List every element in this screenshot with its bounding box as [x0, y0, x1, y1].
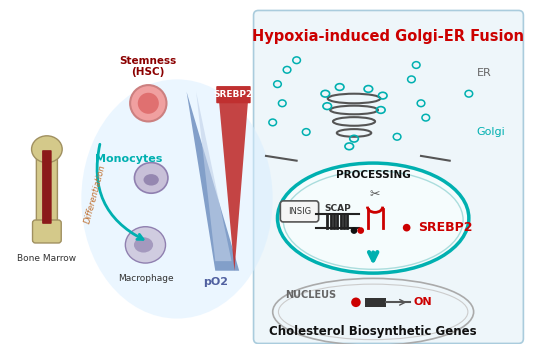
- Text: Differentiation: Differentiation: [84, 164, 108, 225]
- Ellipse shape: [134, 163, 168, 193]
- Text: ✂: ✂: [370, 188, 381, 201]
- Text: SREBP2: SREBP2: [418, 221, 472, 234]
- Text: Macrophage: Macrophage: [118, 274, 173, 283]
- Ellipse shape: [351, 227, 358, 234]
- Ellipse shape: [351, 297, 361, 307]
- Ellipse shape: [134, 237, 153, 252]
- Text: ER: ER: [476, 68, 491, 78]
- Text: Monocytes: Monocytes: [96, 153, 163, 164]
- Ellipse shape: [130, 85, 167, 121]
- Ellipse shape: [125, 227, 166, 263]
- FancyBboxPatch shape: [280, 201, 318, 222]
- Ellipse shape: [278, 163, 469, 273]
- FancyBboxPatch shape: [42, 150, 52, 224]
- Text: SCAP: SCAP: [324, 204, 351, 213]
- Text: SREBP2: SREBP2: [214, 90, 253, 99]
- FancyBboxPatch shape: [254, 11, 524, 344]
- Ellipse shape: [403, 224, 410, 232]
- Text: Cholesterol Biosynthetic Genes: Cholesterol Biosynthetic Genes: [270, 325, 477, 338]
- Polygon shape: [196, 92, 232, 261]
- Text: INSIG: INSIG: [288, 207, 311, 216]
- Text: Hypoxia-induced Golgi-ER Fusion: Hypoxia-induced Golgi-ER Fusion: [252, 29, 525, 44]
- Text: PROCESSING: PROCESSING: [336, 170, 410, 180]
- Polygon shape: [186, 92, 239, 271]
- Ellipse shape: [31, 136, 62, 163]
- FancyBboxPatch shape: [36, 144, 57, 230]
- FancyBboxPatch shape: [216, 86, 251, 103]
- Text: pO2: pO2: [203, 277, 228, 288]
- Polygon shape: [218, 92, 249, 271]
- Bar: [365, 297, 386, 307]
- Text: NUCLEUS: NUCLEUS: [285, 290, 336, 300]
- Text: Bone Marrow: Bone Marrow: [17, 254, 76, 263]
- Text: Golgi: Golgi: [476, 127, 505, 137]
- Text: Stemness
(HSC): Stemness (HSC): [120, 56, 177, 77]
- Ellipse shape: [358, 227, 364, 234]
- Text: ON: ON: [414, 297, 432, 307]
- Ellipse shape: [138, 93, 159, 114]
- Ellipse shape: [144, 174, 159, 186]
- FancyBboxPatch shape: [32, 220, 61, 243]
- Ellipse shape: [81, 79, 273, 319]
